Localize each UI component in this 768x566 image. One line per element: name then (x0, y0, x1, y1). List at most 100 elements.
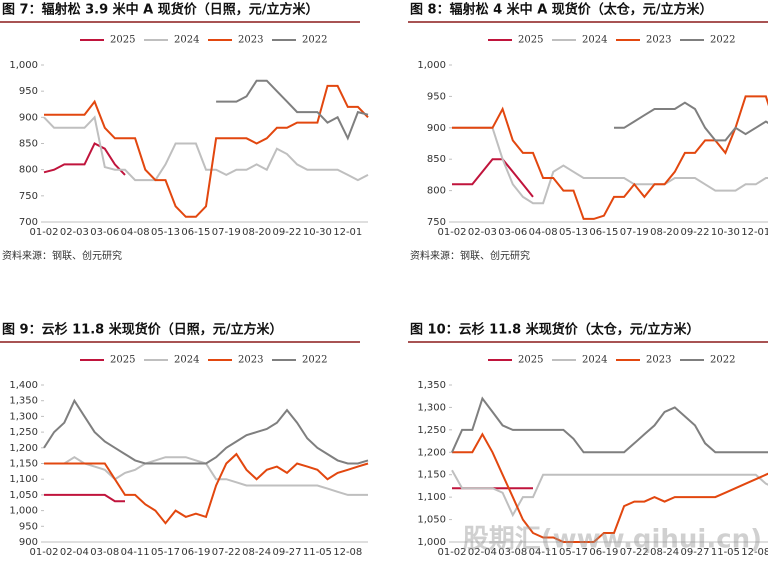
x-tick-label: 12-01 (333, 227, 362, 238)
series-line (452, 126, 768, 205)
series-line (44, 84, 369, 218)
y-tick-label: 1,100 (9, 474, 38, 485)
x-tick-label: 04-08 (121, 227, 150, 238)
legend-label: 2025 (110, 355, 135, 366)
x-tick-label: 09-27 (680, 547, 709, 558)
x-tick-label: 11-05 (303, 547, 332, 558)
legend-label: 2023 (646, 35, 671, 46)
x-tick-label: 02-03 (60, 227, 89, 238)
chart-title: 图 7：辐射松 3.9 米中 A 现货价（日照，元/立方米） (2, 2, 319, 18)
x-tick-label: 08-20 (650, 227, 679, 238)
x-tick-label: 05-13 (151, 227, 180, 238)
x-tick-label: 04-11 (529, 547, 558, 558)
legend-label: 2025 (518, 35, 543, 46)
y-tick-label: 850 (19, 139, 38, 150)
legend-label: 2022 (302, 355, 327, 366)
series-line (216, 79, 369, 141)
y-tick-label: 950 (427, 91, 446, 102)
chart-panel: 图 8：辐射松 4 米中 A 现货价（太仓，元/立方米） 750 800 850 900… (408, 2, 768, 262)
y-tick-label: 1,150 (9, 459, 38, 470)
y-tick-label: 1,300 (9, 411, 38, 422)
series-line (452, 95, 768, 220)
series-line (451, 396, 768, 454)
x-tick-label: 01-02 (29, 227, 58, 238)
x-tick-label: 03-06 (90, 227, 119, 238)
chart-title: 图 9：云杉 11.8 米现货价（日照，元/立方米） (2, 322, 282, 338)
y-tick-label: 1,050 (9, 490, 38, 501)
x-tick-label: 07-19 (620, 227, 649, 238)
x-tick-label: 06-15 (589, 227, 618, 238)
chart-panel: 图 9：云杉 11.8 米现货价（日照，元/立方米） 900 950 1,000 1,0… (0, 322, 369, 558)
x-tick-label: 05-13 (559, 227, 588, 238)
x-tick-label: 01-02 (437, 227, 466, 238)
y-tick-label: 1,050 (417, 515, 446, 526)
x-tick-label: 03-08 (498, 547, 527, 558)
y-tick-label: 1,200 (9, 443, 38, 454)
legend-label: 2024 (174, 35, 199, 46)
x-tick-label: 11-05 (711, 547, 740, 558)
series-line (451, 469, 768, 518)
legend-label: 2024 (582, 35, 607, 46)
y-tick-label: 1,000 (9, 506, 38, 517)
y-tick-label: 1,250 (417, 425, 446, 436)
x-tick-label: 10-30 (303, 227, 332, 238)
series-line (43, 142, 126, 176)
legend-label: 2024 (174, 355, 199, 366)
legend-label: 2023 (238, 35, 263, 46)
watermark: 股期汇(www.qihui.cn) (463, 525, 762, 555)
x-tick-label: 01-02 (29, 547, 58, 558)
x-tick-label: 07-22 (620, 547, 649, 558)
x-tick-label: 12-08 (333, 547, 362, 558)
legend-label: 2022 (710, 355, 735, 366)
x-tick-label: 10-30 (711, 227, 740, 238)
series-line (43, 115, 369, 182)
y-tick-label: 900 (19, 112, 38, 123)
series-line (452, 432, 768, 543)
x-tick-label: 04-08 (529, 227, 558, 238)
y-tick-label: 1,100 (417, 492, 446, 503)
y-tick-label: 1,350 (417, 380, 446, 391)
legend-label: 2023 (238, 355, 263, 366)
legend-label: 2025 (518, 355, 543, 366)
y-tick-label: 950 (19, 521, 38, 532)
x-tick-label: 08-24 (242, 547, 271, 558)
y-tick-label: 1,000 (417, 60, 446, 71)
source-note: 资料来源：钢联、创元研究 (410, 249, 530, 262)
y-tick-label: 1,300 (417, 402, 446, 413)
legend-label: 2025 (110, 35, 135, 46)
x-tick-label: 12-08 (741, 547, 768, 558)
x-tick-label: 06-19 (589, 547, 618, 558)
x-tick-label: 03-08 (90, 547, 119, 558)
legend-label: 2024 (582, 355, 607, 366)
legend-label: 2023 (646, 355, 671, 366)
y-tick-label: 950 (19, 86, 38, 97)
y-tick-label: 1,250 (9, 427, 38, 438)
y-tick-label: 1,350 (9, 396, 38, 407)
y-tick-label: 850 (427, 154, 446, 165)
y-tick-label: 900 (19, 537, 38, 548)
y-tick-label: 750 (19, 191, 38, 202)
legend-label: 2022 (710, 35, 735, 46)
series-line (44, 452, 369, 525)
x-tick-label: 02-03 (468, 227, 497, 238)
y-tick-label: 900 (427, 123, 446, 134)
y-tick-label: 1,150 (417, 470, 446, 481)
y-tick-label: 800 (427, 186, 446, 197)
x-tick-label: 02-04 (468, 547, 497, 558)
series-line (614, 101, 768, 142)
x-tick-label: 07-22 (212, 547, 241, 558)
y-tick-label: 1,400 (9, 380, 38, 391)
chart-panel: 图 10：云杉 11.8 米现货价（太仓，元/立方米） 1,000 1,050 1,1… (408, 322, 768, 558)
x-tick-label: 06-15 (181, 227, 210, 238)
x-tick-label: 08-20 (242, 227, 271, 238)
source-note: 资料来源：钢联、创元研究 (2, 249, 122, 262)
y-tick-label: 700 (19, 217, 38, 228)
x-tick-label: 08-24 (650, 547, 679, 558)
x-tick-label: 07-19 (212, 227, 241, 238)
series-line (44, 493, 125, 503)
y-tick-label: 1,000 (9, 60, 38, 71)
x-tick-label: 05-17 (559, 547, 588, 558)
chart-panel: 图 7：辐射松 3.9 米中 A 现货价（日照，元/立方米） 700 750 800 8… (0, 2, 369, 262)
x-tick-label: 12-01 (741, 227, 768, 238)
y-tick-label: 1,200 (417, 447, 446, 458)
